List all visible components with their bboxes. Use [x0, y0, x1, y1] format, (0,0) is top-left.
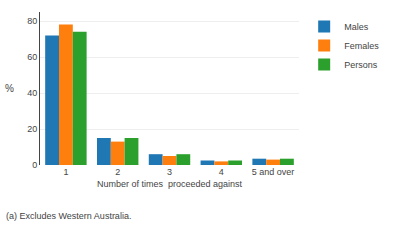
svg-text:Females: Females — [344, 41, 379, 51]
svg-text:Persons: Persons — [344, 60, 378, 70]
svg-text:5 and over: 5 and over — [252, 167, 295, 177]
svg-text:Males: Males — [344, 22, 369, 32]
svg-text:3: 3 — [167, 167, 172, 177]
svg-text:2: 2 — [115, 167, 120, 177]
svg-text:%: % — [5, 83, 14, 94]
svg-text:40: 40 — [27, 88, 37, 98]
svg-text:80: 80 — [27, 16, 37, 26]
svg-text:4: 4 — [219, 167, 224, 177]
svg-text:(a) Excludes Western Australia: (a) Excludes Western Australia. — [6, 211, 131, 221]
svg-text:Number of times proceeded aga: Number of times proceeded against — [97, 179, 243, 189]
svg-text:60: 60 — [27, 52, 37, 62]
svg-text:0: 0 — [32, 160, 37, 170]
svg-text:1: 1 — [63, 167, 68, 177]
svg-text:20: 20 — [27, 124, 37, 134]
